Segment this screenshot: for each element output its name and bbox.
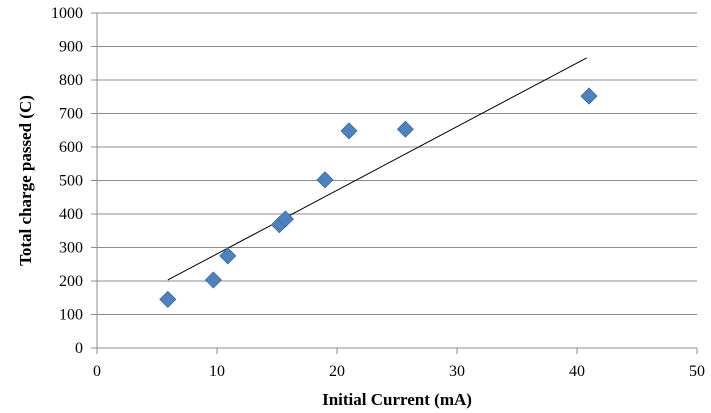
- y-tick-label: 800: [59, 72, 83, 89]
- x-tick-label: 50: [689, 363, 705, 380]
- axes: [91, 12, 698, 354]
- x-tick-label: 20: [329, 363, 345, 380]
- trendline: [167, 57, 587, 281]
- y-tick-label: 1000: [51, 5, 83, 22]
- y-tick-label: 300: [59, 240, 83, 257]
- x-tick-label: 40: [569, 363, 585, 380]
- tick-labels: 0 100 200 300 400 500 600 700 800 900 1000 0 10 20 30 4…: [51, 5, 705, 380]
- y-tick-label: 500: [59, 173, 83, 190]
- y-tick-label: 700: [59, 106, 83, 123]
- x-axis-title: Initial Current (mA): [322, 390, 472, 409]
- data-point: [159, 290, 177, 308]
- y-tick-label: 900: [59, 39, 83, 56]
- x-tick-label: 0: [93, 363, 101, 380]
- x-tick-label: 30: [449, 363, 465, 380]
- data-points: [159, 87, 598, 308]
- y-tick-label: 100: [59, 307, 83, 324]
- y-tick-label: 0: [75, 340, 83, 357]
- data-point: [219, 247, 237, 265]
- y-tick-label: 200: [59, 273, 83, 290]
- gridlines: [97, 12, 697, 315]
- data-point: [276, 210, 294, 228]
- y-axis-title: Total charge passed (C): [16, 95, 35, 266]
- y-tick-label: 600: [59, 139, 83, 156]
- data-point: [204, 271, 222, 289]
- data-point: [316, 171, 334, 189]
- data-point: [396, 120, 414, 138]
- data-point: [580, 87, 598, 105]
- trendline-layer: [167, 57, 587, 281]
- x-tick-label: 10: [209, 363, 225, 380]
- y-tick-label: 400: [59, 206, 83, 223]
- data-point: [340, 122, 358, 140]
